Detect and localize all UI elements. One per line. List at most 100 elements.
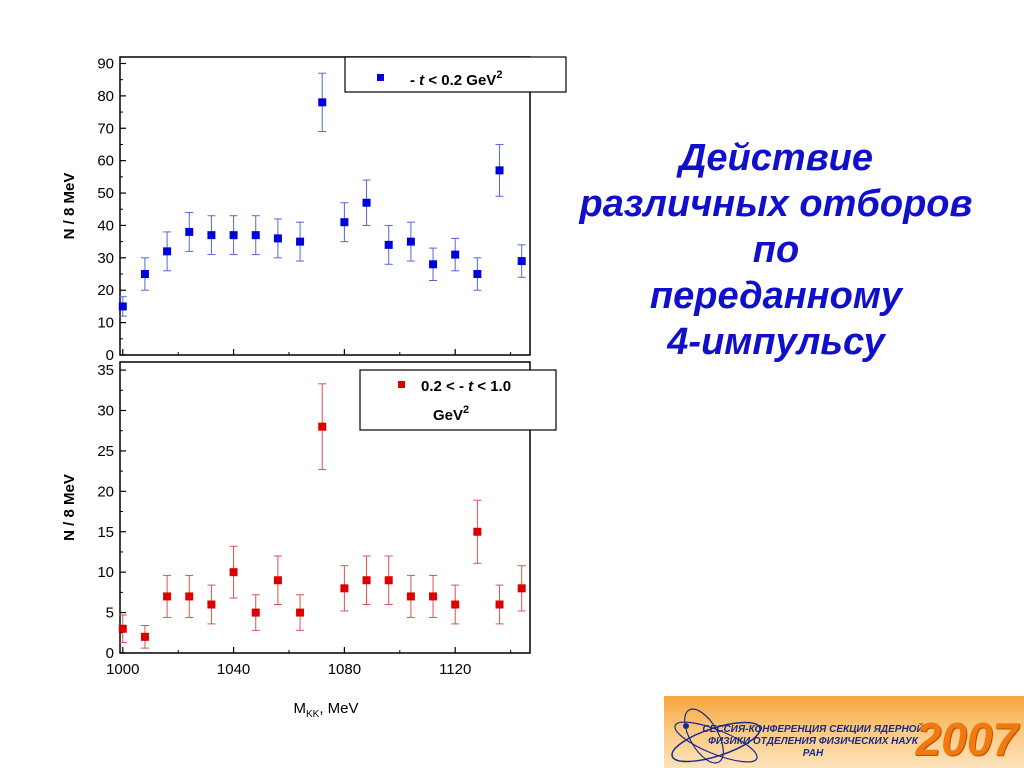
logo-text: СЕССИЯ-КОНФЕРЕНЦИЯ СЕКЦИИ ЯДЕРНОЙ ФИЗИКИ…: [688, 724, 938, 760]
logo-line: СЕССИЯ-КОНФЕРЕНЦИЯ СЕКЦИИ ЯДЕРНОЙ: [702, 724, 924, 735]
data-point: [140, 632, 149, 641]
legend-text: GeV: [433, 407, 463, 424]
y-tick-label: 35: [97, 362, 114, 379]
data-point: [517, 257, 526, 266]
y-tick-label: 0: [106, 347, 114, 364]
y-tick-label: 20: [97, 282, 114, 299]
x-axis-label-text: M: [293, 700, 306, 717]
data-point: [451, 600, 460, 609]
x-axis-label: MKK, MeV: [293, 700, 358, 720]
data-point: [140, 270, 149, 279]
y-tick-label: 15: [97, 524, 114, 541]
slide-title-line: 4-импульсу: [667, 321, 885, 363]
data-point: [296, 608, 305, 617]
y-tick-label: 50: [97, 185, 114, 202]
data-point: [340, 218, 349, 227]
y-tick-label: 40: [97, 217, 114, 234]
data-point: [251, 231, 260, 240]
legend-text: 2: [463, 404, 469, 416]
legend-text: t: [419, 72, 425, 89]
legend-text: t: [468, 378, 474, 395]
data-point: [495, 600, 504, 609]
data-point: [429, 260, 438, 269]
conference-logo: СЕССИЯ-КОНФЕРЕНЦИЯ СЕКЦИИ ЯДЕРНОЙ ФИЗИКИ…: [664, 696, 1024, 768]
data-point: [118, 624, 127, 633]
data-point: [273, 234, 282, 243]
legend-text: 0.2 < -: [421, 378, 468, 395]
data-point: [495, 166, 504, 175]
legend-box: [359, 369, 557, 431]
data-point: [163, 592, 172, 601]
y-tick-label: 90: [97, 55, 114, 72]
y-tick-label: 30: [97, 403, 114, 420]
logo-line: ФИЗИКИ ОТДЕЛЕНИЯ ФИЗИЧЕСКИХ НАУК: [708, 736, 918, 747]
atom-icon: [671, 708, 761, 764]
data-point: [362, 576, 371, 585]
legend-label: - t < 0.2 GeV2: [410, 69, 502, 89]
legend-marker: [377, 74, 384, 81]
logo-line: РАН: [802, 748, 824, 759]
y-tick-label: 5: [106, 605, 114, 622]
plot-frame: [119, 56, 531, 356]
logo-year: 2007: [915, 713, 1018, 765]
data-point: [318, 422, 327, 431]
data-point: [118, 302, 127, 311]
x-tick-label: 1000: [106, 661, 139, 678]
slide-title: Действие различных отборов по переданном…: [536, 135, 1016, 365]
y-axis-label: N / 8 MeV: [61, 173, 78, 240]
data-point: [473, 527, 482, 536]
y-tick-label: 80: [97, 88, 114, 105]
data-point: [451, 250, 460, 259]
data-point: [318, 98, 327, 107]
legend-label: 0.2 < - t < 1.0: [421, 378, 511, 395]
data-point: [406, 592, 415, 601]
data-point: [185, 227, 194, 236]
legend-text: -: [410, 72, 419, 89]
y-tick-label: 0: [106, 645, 114, 662]
x-tick-label: 1120: [439, 661, 471, 678]
data-point: [163, 247, 172, 256]
x-axis-label-text: , MeV: [319, 700, 358, 717]
y-tick-label: 10: [97, 564, 114, 581]
y-tick-label: 25: [97, 443, 114, 460]
y-tick-label: 20: [97, 483, 114, 500]
data-point: [273, 576, 282, 585]
data-point: [296, 237, 305, 246]
data-point: [384, 240, 393, 249]
y-tick-label: 60: [97, 153, 114, 170]
plot-frame: [119, 361, 531, 654]
legend-label: GeV2: [433, 404, 469, 424]
y-tick-label: 10: [97, 315, 114, 332]
legend-text: < 0.2 GeV: [424, 72, 496, 89]
data-point: [362, 198, 371, 207]
data-point: [473, 270, 482, 279]
legend-text: < 1.0: [473, 378, 511, 395]
x-tick-label: 1080: [328, 661, 361, 678]
data-point: [207, 231, 216, 240]
slide-title-line: различных отборов: [579, 183, 973, 225]
legend-text: 2: [496, 69, 502, 81]
data-point: [229, 231, 238, 240]
data-point: [251, 608, 260, 617]
legend: - t < 0.2 GeV2: [344, 56, 567, 93]
y-axis-label: N / 8 MeV: [61, 474, 78, 541]
data-point: [207, 600, 216, 609]
chart-panel-top: 0 10 20 30 40 50 60 70 80 90 N / 8 MeV - t < 0.2 Ge…: [61, 55, 567, 364]
data-point: [229, 568, 238, 577]
slide-title-line: Действие: [678, 137, 873, 179]
legend-marker: [398, 381, 405, 388]
data-point: [517, 584, 526, 593]
data-point: [340, 584, 349, 593]
slide-title-line: по: [752, 229, 800, 271]
x-axis-label-text: KK: [306, 709, 320, 720]
x-tick-label: 1040: [217, 661, 250, 678]
data-point: [429, 592, 438, 601]
slide-title-line: переданному: [649, 275, 903, 317]
y-tick-label: 70: [97, 120, 114, 137]
y-tick-label: 30: [97, 250, 114, 267]
data-point: [185, 592, 194, 601]
data-point: [406, 237, 415, 246]
